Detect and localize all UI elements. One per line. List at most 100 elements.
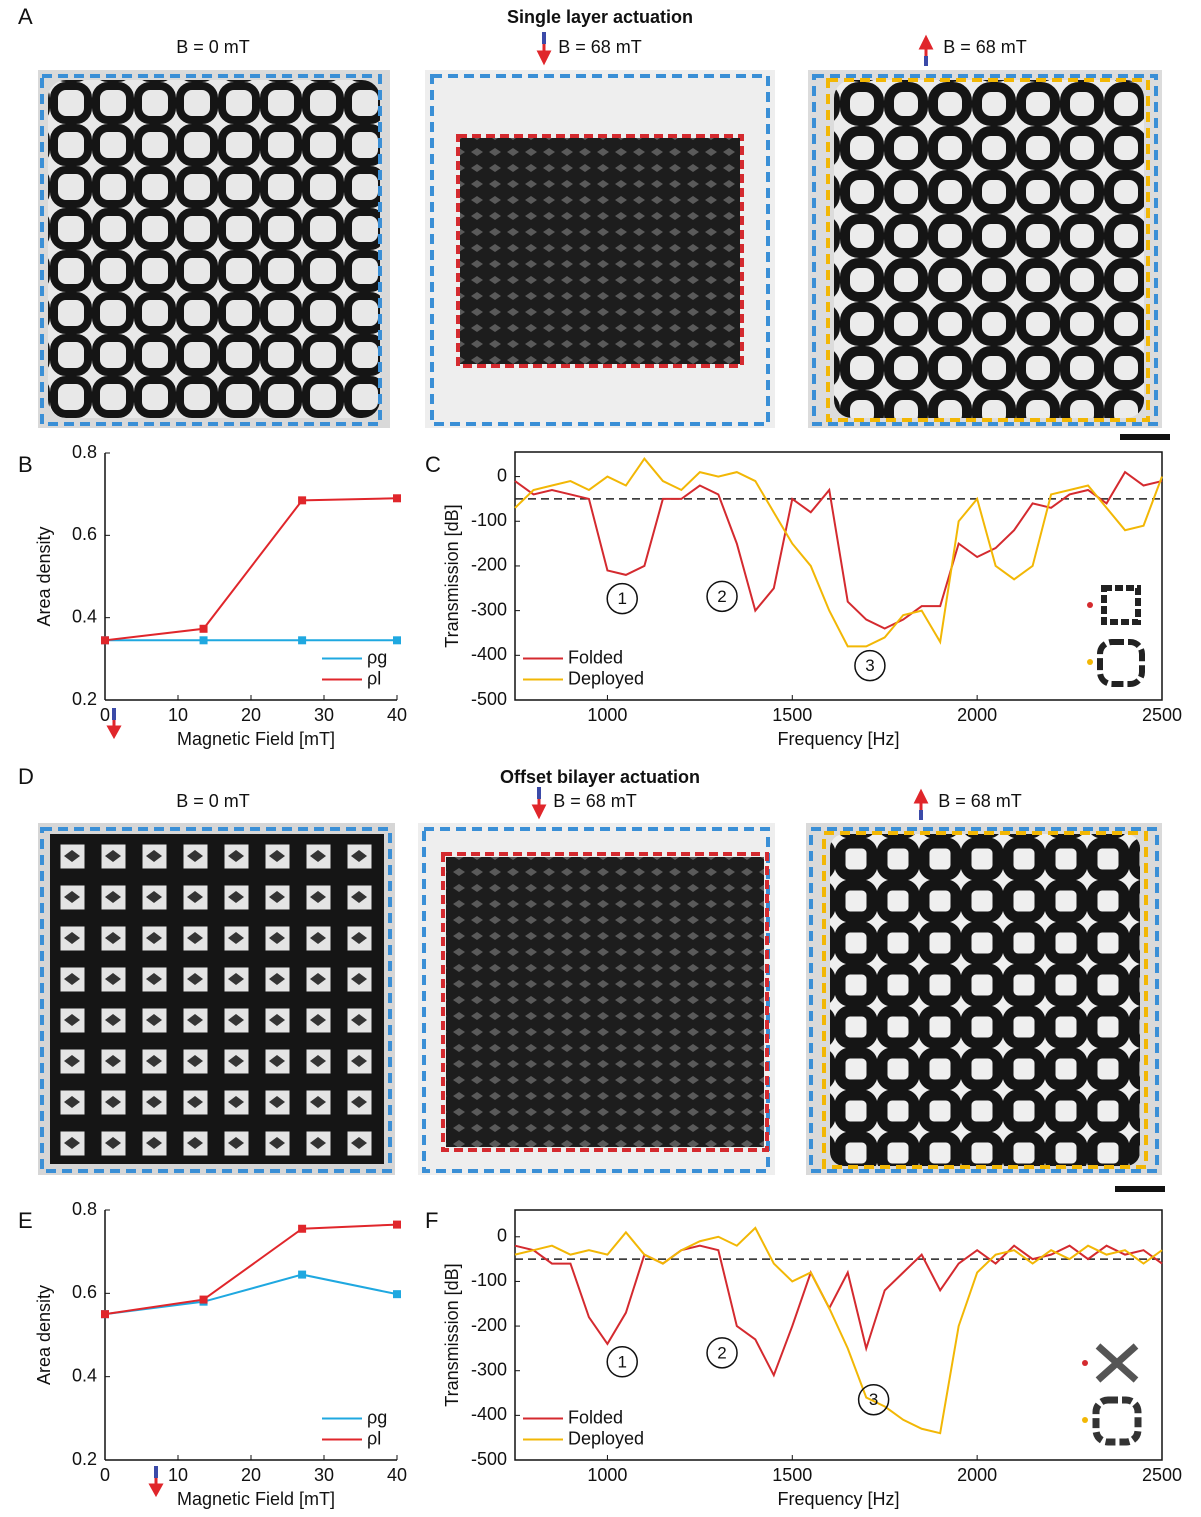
chart: 0.2 0.4 0.6 0.8 0 10 20 30 40 Magnetic Field [mT]… bbox=[34, 442, 407, 749]
x-tick-label: 30 bbox=[314, 1465, 334, 1485]
annotation: 1 bbox=[617, 589, 626, 608]
point bbox=[199, 1295, 208, 1304]
annotation-circle bbox=[606, 582, 638, 615]
point bbox=[393, 1220, 401, 1229]
x-axis-label: Frequency [Hz] bbox=[777, 729, 899, 749]
point bbox=[393, 494, 401, 503]
y-tick-label: -200 bbox=[471, 1315, 507, 1335]
legend-label: Folded bbox=[568, 647, 623, 667]
panel-letter: A bbox=[18, 4, 33, 29]
y-tick-label: -400 bbox=[471, 1404, 507, 1424]
point bbox=[393, 636, 401, 645]
legend-label: ρl bbox=[367, 1428, 381, 1448]
arrow bbox=[148, 1478, 164, 1498]
y-tick-label: -300 bbox=[471, 599, 507, 619]
annotation-circle bbox=[854, 649, 886, 682]
series-line bbox=[514, 457, 1163, 648]
point bbox=[298, 1270, 307, 1279]
panel-letter: B bbox=[18, 452, 33, 477]
x-tick-label: 0 bbox=[100, 705, 110, 725]
y-axis-label: Area density bbox=[34, 1285, 54, 1385]
series-line bbox=[104, 1273, 398, 1316]
y-tick-label: 0.8 bbox=[72, 442, 97, 462]
y-axis-label: Transmission [dB] bbox=[442, 504, 462, 647]
plot-frame bbox=[514, 451, 1163, 701]
outline bbox=[430, 74, 770, 426]
point bbox=[393, 1290, 401, 1299]
y-tick-label: -100 bbox=[471, 1270, 507, 1290]
annotation: 1 bbox=[617, 1352, 626, 1371]
y-tick-label: -500 bbox=[471, 689, 507, 709]
arrow bbox=[536, 44, 552, 66]
lattice bbox=[830, 834, 1140, 1166]
outline bbox=[40, 74, 382, 426]
x-tick-label: 10 bbox=[168, 1465, 188, 1485]
y-tick-label: -100 bbox=[471, 510, 507, 530]
inset-dot bbox=[1087, 659, 1093, 665]
field-label: B = 68 mT bbox=[558, 37, 642, 57]
row-title: Single layer actuation bbox=[507, 7, 693, 27]
lattice bbox=[460, 138, 740, 364]
arrow bbox=[106, 720, 122, 740]
point bbox=[298, 496, 307, 505]
point bbox=[199, 624, 208, 633]
x-tick-label: 20 bbox=[241, 1465, 261, 1485]
series-line bbox=[104, 497, 398, 642]
arrow-tail bbox=[112, 708, 116, 720]
legend-label: ρl bbox=[367, 668, 381, 688]
lattice bbox=[446, 857, 764, 1147]
legend-label: ρg bbox=[367, 1407, 387, 1427]
arrow-tail bbox=[919, 810, 923, 820]
arrow bbox=[918, 34, 934, 58]
scale-bar bbox=[1115, 1186, 1165, 1192]
point bbox=[199, 636, 208, 645]
point bbox=[298, 1224, 307, 1233]
outline bbox=[812, 74, 1158, 426]
annotation: 2 bbox=[717, 587, 726, 606]
arrow-tail bbox=[154, 1466, 158, 1478]
annotation: 2 bbox=[717, 1343, 726, 1362]
y-tick-label: 0 bbox=[497, 1226, 507, 1246]
point bbox=[101, 1310, 109, 1319]
lattice bbox=[48, 80, 380, 418]
x-tick-label: 1500 bbox=[772, 705, 812, 725]
y-axis-label: Transmission [dB] bbox=[442, 1263, 462, 1406]
arrow bbox=[531, 799, 547, 820]
annotation-circle bbox=[706, 580, 738, 613]
x-tick-label: 2500 bbox=[1142, 705, 1182, 725]
y-tick-label: 0.2 bbox=[72, 689, 97, 709]
lattice bbox=[834, 80, 1144, 418]
series-line bbox=[514, 470, 1163, 630]
x-tick-label: 10 bbox=[168, 705, 188, 725]
x-axis-label: Magnetic Field [mT] bbox=[177, 1489, 335, 1509]
arrow bbox=[913, 788, 929, 812]
y-tick-label: -500 bbox=[471, 1449, 507, 1469]
arrow-tail bbox=[542, 32, 546, 44]
inset-cell bbox=[1097, 639, 1145, 687]
series-line bbox=[514, 1226, 1163, 1435]
y-tick-label: 0.4 bbox=[72, 606, 97, 626]
photo-row bbox=[38, 823, 1165, 1192]
annotation: 3 bbox=[865, 656, 874, 675]
x-tick-label: 30 bbox=[314, 705, 334, 725]
field-label: B = 0 mT bbox=[176, 791, 250, 811]
outline bbox=[826, 78, 1150, 422]
legend-label: Deployed bbox=[568, 668, 644, 688]
point bbox=[298, 636, 307, 645]
field-arrows bbox=[106, 32, 934, 1498]
x-tick-label: 1000 bbox=[587, 705, 627, 725]
field-label: B = 68 mT bbox=[938, 791, 1022, 811]
row-title: Offset bilayer actuation bbox=[500, 767, 700, 787]
series-line bbox=[104, 1223, 398, 1316]
chart: 0.2 0.4 0.6 0.8 0 10 20 30 40 Magnetic Field [mT]… bbox=[34, 1199, 407, 1509]
field-label: B = 68 mT bbox=[943, 37, 1027, 57]
y-tick-label: 0.2 bbox=[72, 1449, 97, 1469]
x-tick-label: 2000 bbox=[957, 705, 997, 725]
panel-letter: C bbox=[425, 452, 441, 477]
insets bbox=[1082, 585, 1145, 1446]
inset-cell bbox=[1095, 1343, 1139, 1383]
outline bbox=[809, 827, 1159, 1173]
arrow-tail bbox=[537, 787, 541, 799]
arrow-tail bbox=[924, 56, 928, 66]
